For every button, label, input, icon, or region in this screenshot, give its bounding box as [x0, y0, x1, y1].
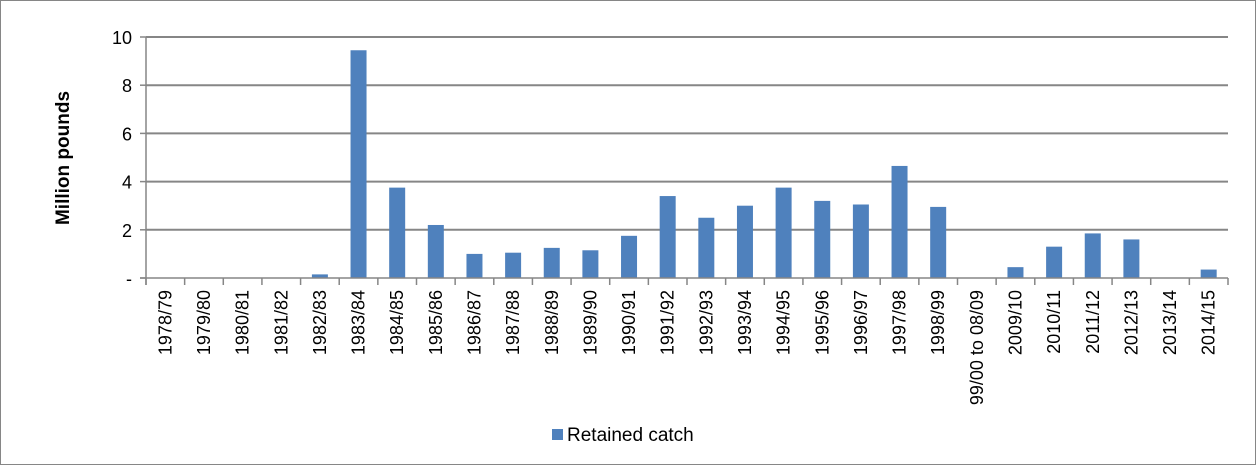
y-tick-labels: - 2 4 6 8 10: [112, 28, 132, 289]
bar-1996/97: [852, 204, 869, 278]
bar-1991/92: [659, 196, 676, 278]
axes: [140, 36, 1229, 285]
x-tick-label: 99/00 to 08/09: [967, 290, 987, 405]
x-tick-label: 1982/83: [310, 290, 330, 355]
y-tick-label: 4: [122, 173, 132, 193]
bar-1998/99: [930, 206, 947, 278]
legend-swatch: [552, 429, 563, 440]
bar-1989/90: [582, 250, 599, 278]
bar-1982/83: [311, 274, 328, 278]
x-tick-label: 1981/82: [271, 290, 291, 355]
x-tick-label: 2011/12: [1083, 290, 1103, 354]
x-tick-label: 1992/93: [696, 290, 716, 355]
x-tick-label: 1994/95: [774, 290, 794, 355]
bar-1988/89: [543, 247, 560, 278]
bar-1987/88: [505, 252, 522, 278]
bar-1993/94: [736, 205, 753, 278]
x-tick-label: 2009/10: [1005, 290, 1025, 355]
y-tick-label: 6: [122, 124, 132, 144]
legend: Retained catch: [552, 425, 694, 446]
x-tick-label: 1996/97: [851, 290, 871, 355]
bar-2012/13: [1123, 239, 1140, 278]
x-tick-label: 1985/86: [426, 290, 446, 355]
x-tick-label: 1988/89: [542, 290, 562, 355]
y-axis-label: Million pounds: [53, 91, 74, 225]
bar-1985/86: [427, 224, 444, 278]
bar-2010/11: [1046, 246, 1063, 278]
x-tick-label: 1987/88: [503, 290, 523, 355]
x-tick-label: 1989/90: [580, 290, 600, 355]
x-tick-label: 1980/81: [233, 290, 253, 355]
bar-1984/85: [389, 187, 406, 278]
bar-1995/96: [814, 200, 831, 278]
x-tick-label: 1998/99: [928, 290, 948, 355]
x-tick-label: 1997/98: [890, 290, 910, 355]
x-tick-label: 1983/84: [349, 290, 369, 355]
bar-2014/15: [1200, 269, 1217, 278]
bar-1992/93: [698, 217, 715, 278]
bar-1983/84: [350, 50, 367, 278]
x-tick-label: 1995/96: [812, 290, 832, 355]
bar-1990/91: [621, 235, 638, 278]
gridlines: [146, 36, 1228, 231]
bar-2009/10: [1007, 267, 1024, 278]
y-tick-label: 2: [122, 221, 132, 241]
x-tick-label: 1991/92: [658, 290, 678, 355]
x-tick-label: 1990/91: [619, 290, 639, 355]
x-tick-label: 2014/15: [1199, 290, 1219, 355]
x-tick-label: 1984/85: [387, 290, 407, 355]
legend-label: Retained catch: [567, 425, 694, 446]
bar-2011/12: [1084, 233, 1101, 278]
x-tick-label: 2013/14: [1160, 290, 1180, 355]
x-tick-label: 2012/13: [1121, 290, 1141, 355]
y-tick-label: -: [126, 269, 132, 289]
x-tick-label: 1979/80: [194, 290, 214, 355]
x-tick-label: 2010/11: [1044, 290, 1064, 354]
x-tick-label: 1978/79: [155, 290, 175, 355]
bar-1994/95: [775, 187, 792, 278]
x-tick-label: 1986/87: [464, 290, 484, 355]
bars: [311, 50, 1217, 278]
y-tick-label: 8: [122, 76, 132, 96]
bar-1997/98: [891, 165, 908, 278]
y-tick-label: 10: [112, 28, 132, 48]
x-tick-labels: 1978/79 1979/80 1980/81 1981/82 1982/83 1983/…: [155, 290, 1218, 405]
bar-1986/87: [466, 253, 483, 278]
x-tick-label: 1993/94: [735, 290, 755, 355]
